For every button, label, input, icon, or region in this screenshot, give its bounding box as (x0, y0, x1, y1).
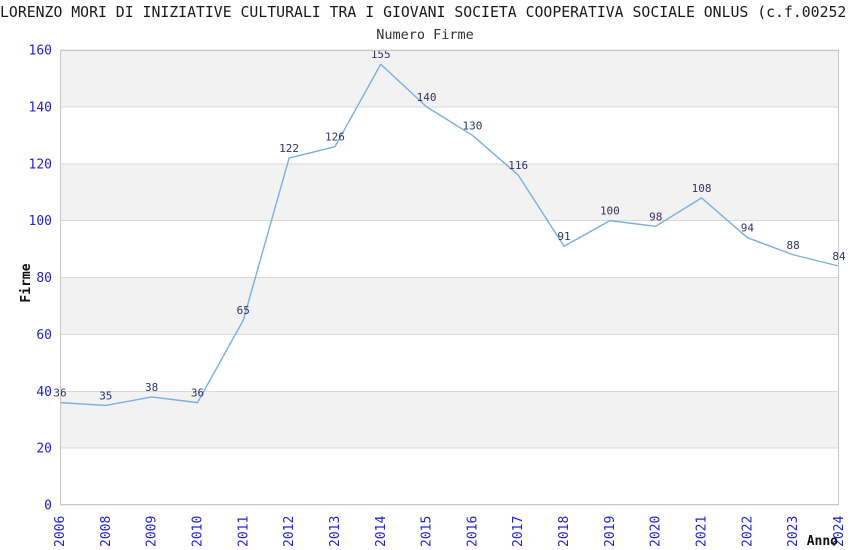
data-point-label: 100 (600, 205, 620, 218)
x-axis-title: Anno (807, 534, 838, 549)
band (60, 163, 839, 221)
y-tick-label: 60 (36, 328, 52, 343)
x-tick-label: 2013 (328, 516, 343, 547)
band (60, 277, 839, 335)
x-tick-label: 2010 (190, 516, 205, 547)
x-tick-label: 2017 (511, 516, 526, 547)
data-point-label: 84 (832, 250, 846, 263)
x-tick-label: 2018 (557, 516, 572, 547)
y-tick-label: 80 (36, 271, 52, 286)
data-point-label: 36 (191, 387, 204, 400)
data-point-label: 116 (508, 159, 528, 172)
x-tick-label: 2021 (695, 516, 710, 547)
y-tick-label: 140 (29, 100, 52, 115)
x-tick-label: 2012 (282, 516, 297, 547)
y-tick-label: 40 (36, 385, 52, 400)
x-tick-label: 2009 (145, 516, 160, 547)
chart-title: LORENZO MORI DI INIZIATIVE CULTURALI TRA… (0, 5, 847, 21)
x-tick-label: 2006 (53, 516, 68, 547)
x-tick-label: 2016 (465, 516, 480, 547)
series-line (59, 63, 840, 407)
data-point-label: 130 (462, 119, 482, 132)
data-point-label: 140 (417, 91, 437, 104)
x-tick-label: 2020 (649, 516, 664, 547)
x-tick-label: 2014 (374, 516, 389, 547)
x-tick-label: 2024 (832, 516, 847, 547)
data-point-label: 35 (99, 389, 112, 402)
data-point-label: 88 (787, 239, 800, 252)
y-axis-title: Firme (19, 263, 34, 302)
x-tick-label: 2011 (236, 516, 251, 547)
band (60, 391, 839, 449)
y-tick-label: 100 (29, 214, 52, 229)
y-tick-label: 0 (44, 499, 52, 514)
y-tick-label: 20 (36, 442, 52, 457)
data-point-label: 122 (279, 142, 299, 155)
data-point-label: 98 (649, 210, 662, 223)
x-tick-label: 2019 (603, 516, 618, 547)
data-point-label: 126 (325, 131, 345, 144)
y-axis-tick-labels: 0 20 40 60 80 100 120 140 160 (29, 44, 52, 514)
data-point-label: 38 (145, 381, 158, 394)
y-tick-label: 160 (29, 44, 52, 59)
x-tick-label: 2008 (99, 516, 114, 547)
data-point-label: 108 (692, 182, 712, 195)
data-point-label: 155 (371, 48, 391, 61)
chart-subtitle: Numero Firme (376, 27, 474, 43)
plot-border (60, 50, 839, 505)
data-point-label: 91 (557, 230, 570, 243)
x-tick-label: 2022 (740, 516, 755, 547)
y-tick-label: 120 (29, 157, 52, 172)
x-tick-label: 2023 (786, 516, 801, 547)
band (60, 50, 839, 107)
plot-bands (60, 50, 839, 449)
x-tick-label: 2015 (420, 516, 435, 547)
data-point-label: 94 (741, 222, 755, 235)
data-point-label: 65 (237, 304, 250, 317)
x-axis-tick-labels: 2006 2008 2009 2010 2011 2012 2013 2014 2015 2016… (53, 516, 847, 547)
